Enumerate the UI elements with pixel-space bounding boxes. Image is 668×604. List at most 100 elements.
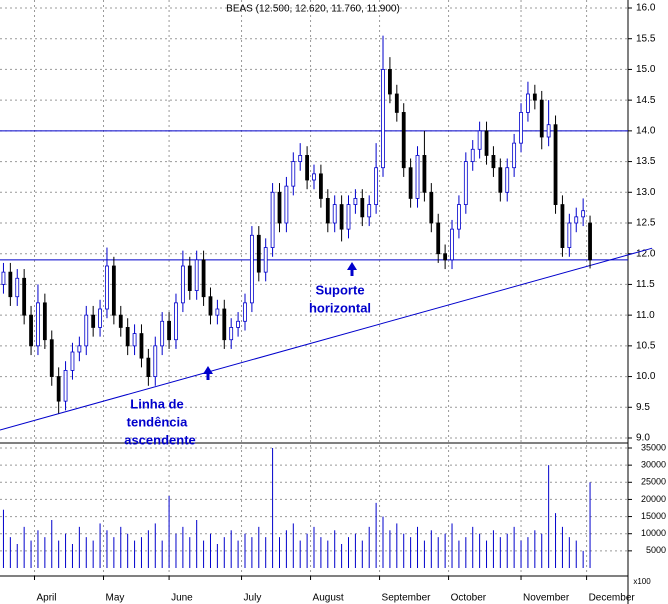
candle-body: [401, 112, 406, 169]
candle-body: [167, 320, 171, 341]
candle-body: [415, 155, 420, 199]
y-tick-label: 15.0: [636, 64, 656, 75]
candle-body: [77, 345, 82, 353]
x-tick-label: April: [37, 593, 57, 604]
candle-body: [284, 185, 289, 224]
candle-body: [546, 124, 551, 138]
annotation: tendência: [127, 414, 188, 429]
candle-body: [374, 167, 379, 205]
candle-body: [491, 155, 496, 169]
arrow: [203, 366, 213, 380]
candle-body: [422, 155, 427, 193]
y-tick-label: 11.5: [636, 279, 655, 290]
candle-body: [84, 314, 89, 347]
candle-body: [505, 167, 510, 193]
volume-tick-label: 15000: [641, 511, 666, 521]
candle-body: [360, 198, 365, 218]
volume-tick-label: 35000: [641, 442, 666, 452]
arrow: [347, 262, 357, 276]
candle-body: [332, 204, 337, 224]
candle-body: [574, 216, 579, 224]
annotation: Suporte: [315, 282, 364, 297]
candle-body: [63, 370, 68, 402]
candle-body: [36, 302, 40, 347]
volume-tick-label: 10000: [641, 528, 666, 538]
trend-line: [0, 247, 653, 431]
y-tick-label: 14.0: [636, 125, 656, 136]
candle-body: [111, 265, 116, 316]
candle-body: [291, 161, 296, 187]
candle-body: [139, 333, 144, 359]
candle-body: [8, 271, 13, 298]
candle-body: [457, 204, 461, 230]
candle-body: [15, 277, 20, 298]
candle-body: [539, 99, 544, 138]
x-tick-label: December: [589, 593, 636, 604]
candle-body: [29, 314, 33, 347]
candle-body: [339, 204, 344, 230]
volume-unit: x100: [633, 577, 651, 586]
candle-body: [118, 314, 123, 328]
candle-body: [463, 161, 468, 205]
candle-body: [553, 124, 558, 205]
candle-body: [215, 308, 220, 316]
candle-body: [229, 327, 234, 341]
y-tick-label: 9.5: [636, 402, 650, 413]
candle-body: [249, 234, 254, 304]
candle-body: [1, 271, 6, 285]
candle-body: [346, 204, 351, 230]
candle-body: [470, 148, 475, 162]
y-tick-label: 13.0: [636, 187, 656, 198]
candle-body: [519, 112, 523, 144]
y-tick-label: 16.0: [636, 3, 656, 14]
y-tick-label: 10.0: [636, 371, 656, 382]
x-tick-label: July: [244, 593, 262, 604]
candle-body: [512, 142, 517, 169]
annotation: ascendente: [124, 432, 196, 447]
candle-body: [394, 93, 399, 113]
y-tick-label: 11.0: [636, 310, 655, 321]
candle-body: [125, 327, 130, 347]
candle-body: [367, 204, 372, 218]
candle-body: [526, 93, 530, 113]
candle-body: [498, 167, 503, 193]
y-tick-label: 14.5: [636, 95, 656, 106]
y-tick-label: 9.0: [636, 433, 650, 444]
volume-tick-label: 25000: [641, 477, 666, 487]
y-tick-label: 10.5: [636, 340, 656, 351]
candle-body: [236, 320, 240, 328]
candle-body: [436, 222, 441, 255]
annotation: Linha de: [130, 396, 183, 411]
annotation: horizontal: [309, 300, 371, 315]
candle-body: [56, 376, 61, 402]
candle-body: [581, 210, 586, 218]
candle-body: [49, 339, 54, 377]
candle-body: [588, 222, 592, 261]
candle-body: [256, 234, 261, 273]
candle-body: [429, 191, 434, 224]
x-tick-label: May: [106, 593, 125, 604]
candle-body: [22, 277, 27, 316]
candle-body: [222, 308, 227, 341]
x-tick-label: June: [171, 593, 193, 604]
candle-body: [153, 345, 158, 377]
candle-body: [408, 167, 413, 199]
candle-body: [298, 155, 303, 162]
candle-body: [70, 351, 75, 371]
y-tick-label: 12.5: [636, 218, 656, 229]
candle-body: [532, 93, 537, 101]
volume-tick-label: 30000: [641, 460, 666, 470]
candle-body: [146, 357, 151, 377]
candle-body: [263, 247, 268, 273]
candle-body: [194, 259, 199, 291]
x-tick-label: August: [313, 593, 344, 604]
volume-tick-label: 5000: [646, 545, 666, 555]
x-tick-label: September: [382, 593, 432, 604]
candle-body: [312, 173, 316, 181]
volume-tick-label: 20000: [641, 494, 666, 504]
candle-body: [381, 69, 385, 169]
candle-body: [277, 191, 282, 224]
candle-body: [160, 320, 165, 347]
